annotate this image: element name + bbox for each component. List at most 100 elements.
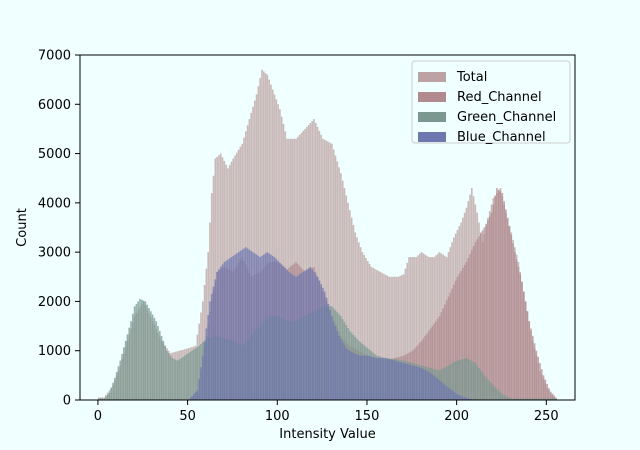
bar [305,126,308,400]
bar [268,79,270,401]
bar [479,233,482,400]
bar [311,269,314,400]
bar [445,386,448,400]
bar [410,257,412,400]
bar [404,363,407,400]
bar [463,264,466,400]
bar [291,274,294,400]
bar [325,140,328,400]
bar [264,73,267,401]
bar [363,355,366,400]
bar [261,255,263,400]
bar [417,366,419,400]
bar [103,398,105,400]
bar [101,398,104,400]
bar [132,313,134,400]
bar [375,358,378,400]
bar [512,243,514,400]
bar [383,358,385,400]
bar [449,388,452,400]
bar [415,366,418,400]
bar [305,269,308,400]
bar [526,398,529,400]
bar [413,257,416,400]
bar [266,74,269,400]
bar [332,321,335,400]
bar [465,358,468,400]
bar [124,340,127,400]
bar [295,276,297,400]
legend-swatch-green-channel [418,112,446,122]
bar [440,312,443,400]
bar [445,300,448,400]
bar [191,396,193,400]
legend-entry-total: Total [418,70,487,85]
bar [137,301,140,400]
bar [427,331,430,400]
bar [429,328,432,400]
bar [194,392,197,400]
x-tick-label: 250 [534,409,559,424]
bar [275,99,278,400]
bar [126,334,129,400]
bar [300,273,303,400]
bar [463,358,466,400]
bar [418,367,421,400]
bar [115,372,118,400]
bar [361,252,364,400]
bar [261,69,263,401]
bar [381,358,383,400]
bar [453,391,455,400]
bar [239,250,242,400]
bar [485,377,487,400]
bar [401,362,403,400]
bar [503,201,505,400]
bar [451,288,453,400]
bar [528,321,531,400]
bar [526,311,529,400]
legend-entry-blue-channel: Blue_Channel [418,130,546,145]
bar [381,272,383,400]
bar [329,310,331,400]
bar [467,398,470,400]
y-tick-label: 6000 [38,98,71,113]
bar [142,300,145,400]
bar [334,155,337,400]
bar [218,269,220,400]
bar [492,204,495,400]
bar [397,361,400,400]
bar [460,359,462,400]
bar [361,355,364,400]
bar [318,130,321,400]
bar [438,380,441,400]
bar [352,353,355,400]
bar [469,398,471,400]
bar [340,339,342,400]
bar [465,262,468,400]
bar [467,359,470,400]
bar [302,130,305,400]
bar [474,363,477,400]
bar [415,257,418,400]
bar [99,398,102,400]
bar [270,84,272,401]
bar [345,195,348,400]
bar [444,384,446,400]
bar [316,126,319,400]
bar [316,276,319,400]
bar [349,210,351,400]
bar [478,367,480,400]
bar [119,360,122,400]
bar [363,255,366,400]
bar [338,335,340,400]
bar [422,368,425,400]
bar [237,252,240,400]
bar [508,397,511,400]
bar [410,365,412,400]
bar [282,124,285,400]
bar [293,275,296,400]
bar [255,254,258,400]
bar [383,273,385,400]
bar [117,366,120,400]
bar [404,268,407,400]
